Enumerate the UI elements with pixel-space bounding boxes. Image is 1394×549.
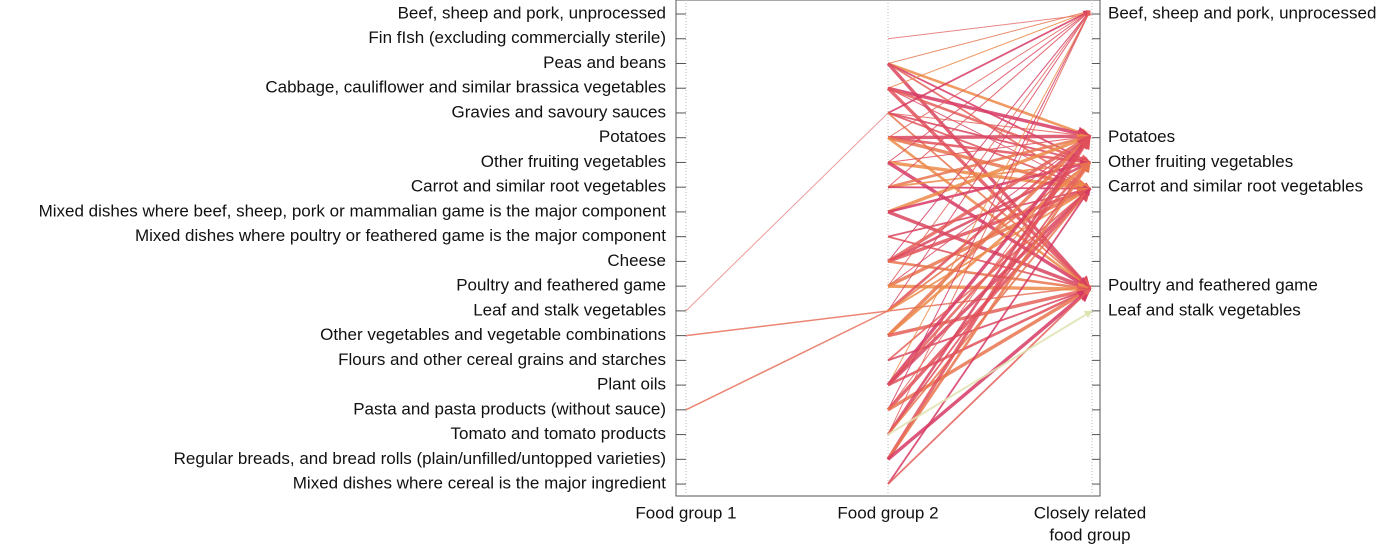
left-label: Mixed dishes where poultry or feathered … <box>135 226 666 245</box>
left-label: Cheese <box>607 251 666 270</box>
left-label: Regular breads, and bread rolls (plain/u… <box>174 449 666 468</box>
edge <box>886 161 1092 461</box>
left-label: Carrot and similar root vegetables <box>411 177 666 196</box>
axis-label: Closely related <box>1034 503 1146 522</box>
left-label: Peas and beans <box>543 53 666 72</box>
axis-label: food group <box>1049 525 1130 544</box>
edge <box>887 10 1091 139</box>
left-label: Mixed dishes where cereal is the major i… <box>293 474 667 493</box>
left-label: Potatoes <box>599 127 666 146</box>
edge <box>887 310 1093 436</box>
right-label: Poultry and feathered game <box>1108 276 1318 295</box>
left-label: Other vegetables and vegetable combinati… <box>320 325 666 344</box>
left-label: Cabbage, cauliflower and similar brassic… <box>265 78 666 97</box>
axis-label: Food group 2 <box>837 503 938 522</box>
edge <box>887 12 1093 40</box>
edge <box>685 112 889 312</box>
edge <box>886 135 1092 436</box>
edge <box>887 10 1091 114</box>
edge <box>887 10 1091 386</box>
left-label: Beef, sheep and pork, unprocessed <box>398 3 666 22</box>
edge <box>887 10 1091 163</box>
right-label: Carrot and similar root vegetables <box>1108 177 1363 196</box>
labels: Beef, sheep and pork, unprocessed Fin fIs… <box>39 3 1377 492</box>
edges <box>685 0 1093 496</box>
edge <box>685 310 889 411</box>
axis-label: Food group 1 <box>635 503 736 522</box>
left-label: Fin fIsh (excluding commercially sterile… <box>368 28 666 47</box>
right-label: Other fruiting vegetables <box>1108 152 1293 171</box>
edge <box>887 10 1091 312</box>
left-label: Gravies and savoury sauces <box>452 102 667 121</box>
edge <box>887 10 1091 188</box>
right-label: Leaf and stalk vegetables <box>1108 300 1301 319</box>
edge <box>886 135 1092 461</box>
edge <box>887 9 1091 64</box>
right-label: Beef, sheep and pork, unprocessed <box>1108 3 1376 22</box>
edge <box>887 288 1091 485</box>
edge <box>887 86 1092 140</box>
left-label: Pasta and pasta products (without sauce) <box>353 399 666 418</box>
edge <box>887 10 1091 411</box>
edge <box>887 10 1091 287</box>
edge <box>887 10 1091 89</box>
edge <box>887 10 1091 262</box>
left-label: Other fruiting vegetables <box>481 152 666 171</box>
left-label: Plant oils <box>597 375 666 394</box>
edge <box>887 134 1092 214</box>
edge <box>886 134 1092 337</box>
left-label: Tomato and tomato products <box>451 424 666 443</box>
left-label: Flours and other cereal grains and starc… <box>338 350 666 369</box>
right-label: Potatoes <box>1108 127 1175 146</box>
left-label: Leaf and stalk vegetables <box>473 300 666 319</box>
edge <box>887 188 1091 485</box>
left-label: Mixed dishes where beef, sheep, pork or … <box>39 201 667 220</box>
edge <box>887 10 1091 435</box>
left-label: Poultry and feathered game <box>456 276 666 295</box>
